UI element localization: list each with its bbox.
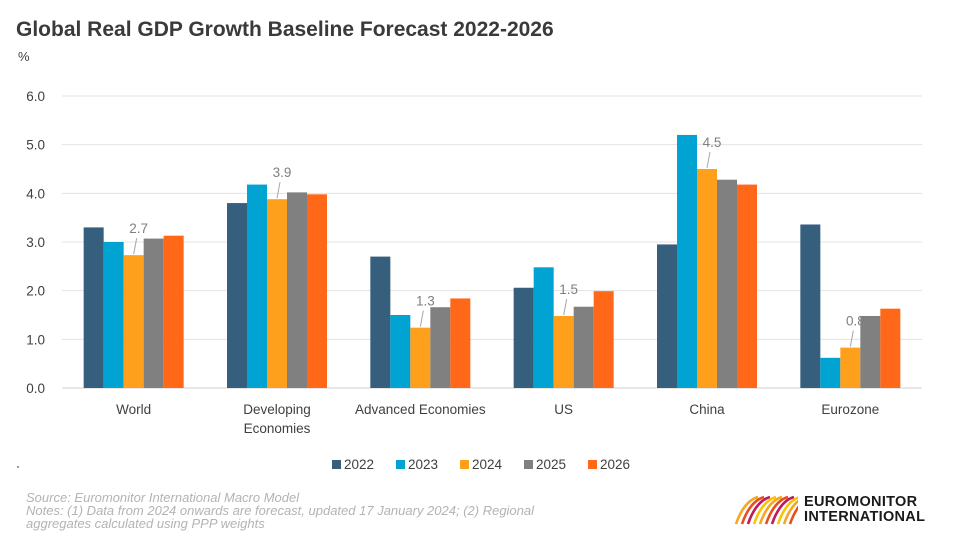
bar [657, 244, 677, 388]
data-label-leader [419, 310, 424, 327]
data-label: 2.7 [129, 221, 148, 236]
bar-chart: 0.0 1.0 2.0 3.0 4.0 5.0 6.0 World Developing Econ… [26, 89, 922, 472]
bar [513, 287, 534, 388]
bar [450, 298, 471, 388]
legend-label: 2025 [536, 457, 566, 472]
bar [163, 235, 184, 388]
data-label: 1.3 [416, 294, 435, 309]
notes-line-2: aggregates calculated using PPP weights [26, 516, 265, 531]
bar [880, 308, 901, 388]
bar [820, 357, 841, 388]
bar [573, 306, 594, 388]
legend-swatch [332, 460, 341, 469]
y-tick-label: 1.0 [26, 332, 45, 347]
bar [390, 315, 411, 388]
data-label-leader [563, 298, 568, 316]
legend-swatch [396, 460, 405, 469]
bar [840, 347, 861, 388]
bar [83, 227, 104, 388]
legend-swatch [460, 460, 469, 469]
x-category-label: US [554, 402, 573, 417]
x-category-label: World [116, 402, 151, 417]
y-tick-label: 3.0 [26, 235, 45, 250]
logo-stroke [752, 495, 777, 525]
logo-stroke [758, 495, 783, 525]
logo-stroke [740, 495, 765, 525]
bar [533, 267, 554, 388]
bar [287, 192, 307, 388]
x-category-label: Economies [244, 421, 311, 436]
bar [677, 134, 697, 388]
bar [860, 315, 881, 388]
bar [593, 291, 614, 388]
bar [553, 315, 574, 388]
chart-title: Global Real GDP Growth Baseline Forecast… [16, 18, 554, 41]
bar [227, 203, 247, 388]
marker-dot [17, 466, 19, 468]
y-tick-label: 2.0 [26, 284, 45, 299]
bar [697, 169, 717, 388]
bar [143, 238, 164, 388]
x-category-label: Developing [243, 402, 311, 417]
data-label-leader [849, 330, 854, 347]
logo-line-2: INTERNATIONAL [804, 509, 926, 525]
data-label: 3.9 [273, 165, 292, 180]
euromonitor-logo: EUROMONITOR INTERNATIONAL [734, 493, 934, 527]
logo-text: EUROMONITOR INTERNATIONAL [804, 495, 925, 525]
bar [717, 179, 737, 388]
x-category-label: Eurozone [821, 402, 879, 417]
y-tick-label: 0.0 [26, 381, 45, 396]
chart-footer: Source: Euromonitor International Macro … [26, 491, 626, 530]
y-axis-unit: % [18, 49, 30, 64]
data-label: 1.5 [559, 282, 578, 297]
bar [800, 224, 821, 388]
legend-swatch [524, 460, 533, 469]
data-label: 4.5 [703, 135, 722, 150]
logo-stroke [776, 496, 798, 525]
legend-label: 2026 [600, 457, 630, 472]
bar [307, 194, 327, 388]
y-tick-label: 6.0 [26, 89, 45, 104]
logo-swoosh-icon [734, 495, 798, 525]
logo-stroke [770, 495, 795, 525]
logo-stroke [764, 495, 789, 525]
bar [370, 256, 391, 388]
legend-swatch [588, 460, 597, 469]
bar [430, 307, 451, 388]
data-label: 0.8 [846, 314, 865, 329]
bar [267, 199, 287, 388]
data-label-leader [276, 182, 281, 199]
legend-label: 2023 [408, 457, 438, 472]
data-label-leader [706, 151, 711, 169]
x-category-label: Advanced Economies [355, 402, 486, 417]
legend-label: 2022 [344, 457, 374, 472]
source-note: Source: Euromonitor International Macro … [26, 490, 300, 505]
bar [737, 184, 757, 388]
logo-stroke [746, 495, 771, 525]
bar [247, 184, 267, 388]
bar [410, 327, 431, 388]
bar [123, 255, 144, 388]
logo-stroke [734, 495, 759, 525]
y-tick-label: 5.0 [26, 138, 45, 153]
y-tick-label: 4.0 [26, 186, 45, 201]
logo-line-1: EUROMONITOR [804, 494, 918, 510]
logo-stroke [788, 505, 798, 525]
x-category-label: China [689, 402, 725, 417]
data-label-leader [133, 238, 138, 255]
bar [103, 242, 124, 388]
notes-line-1: Notes: (1) Data from 2024 onwards are fo… [26, 503, 535, 518]
legend-label: 2024 [472, 457, 503, 472]
logo-stroke [782, 499, 798, 525]
